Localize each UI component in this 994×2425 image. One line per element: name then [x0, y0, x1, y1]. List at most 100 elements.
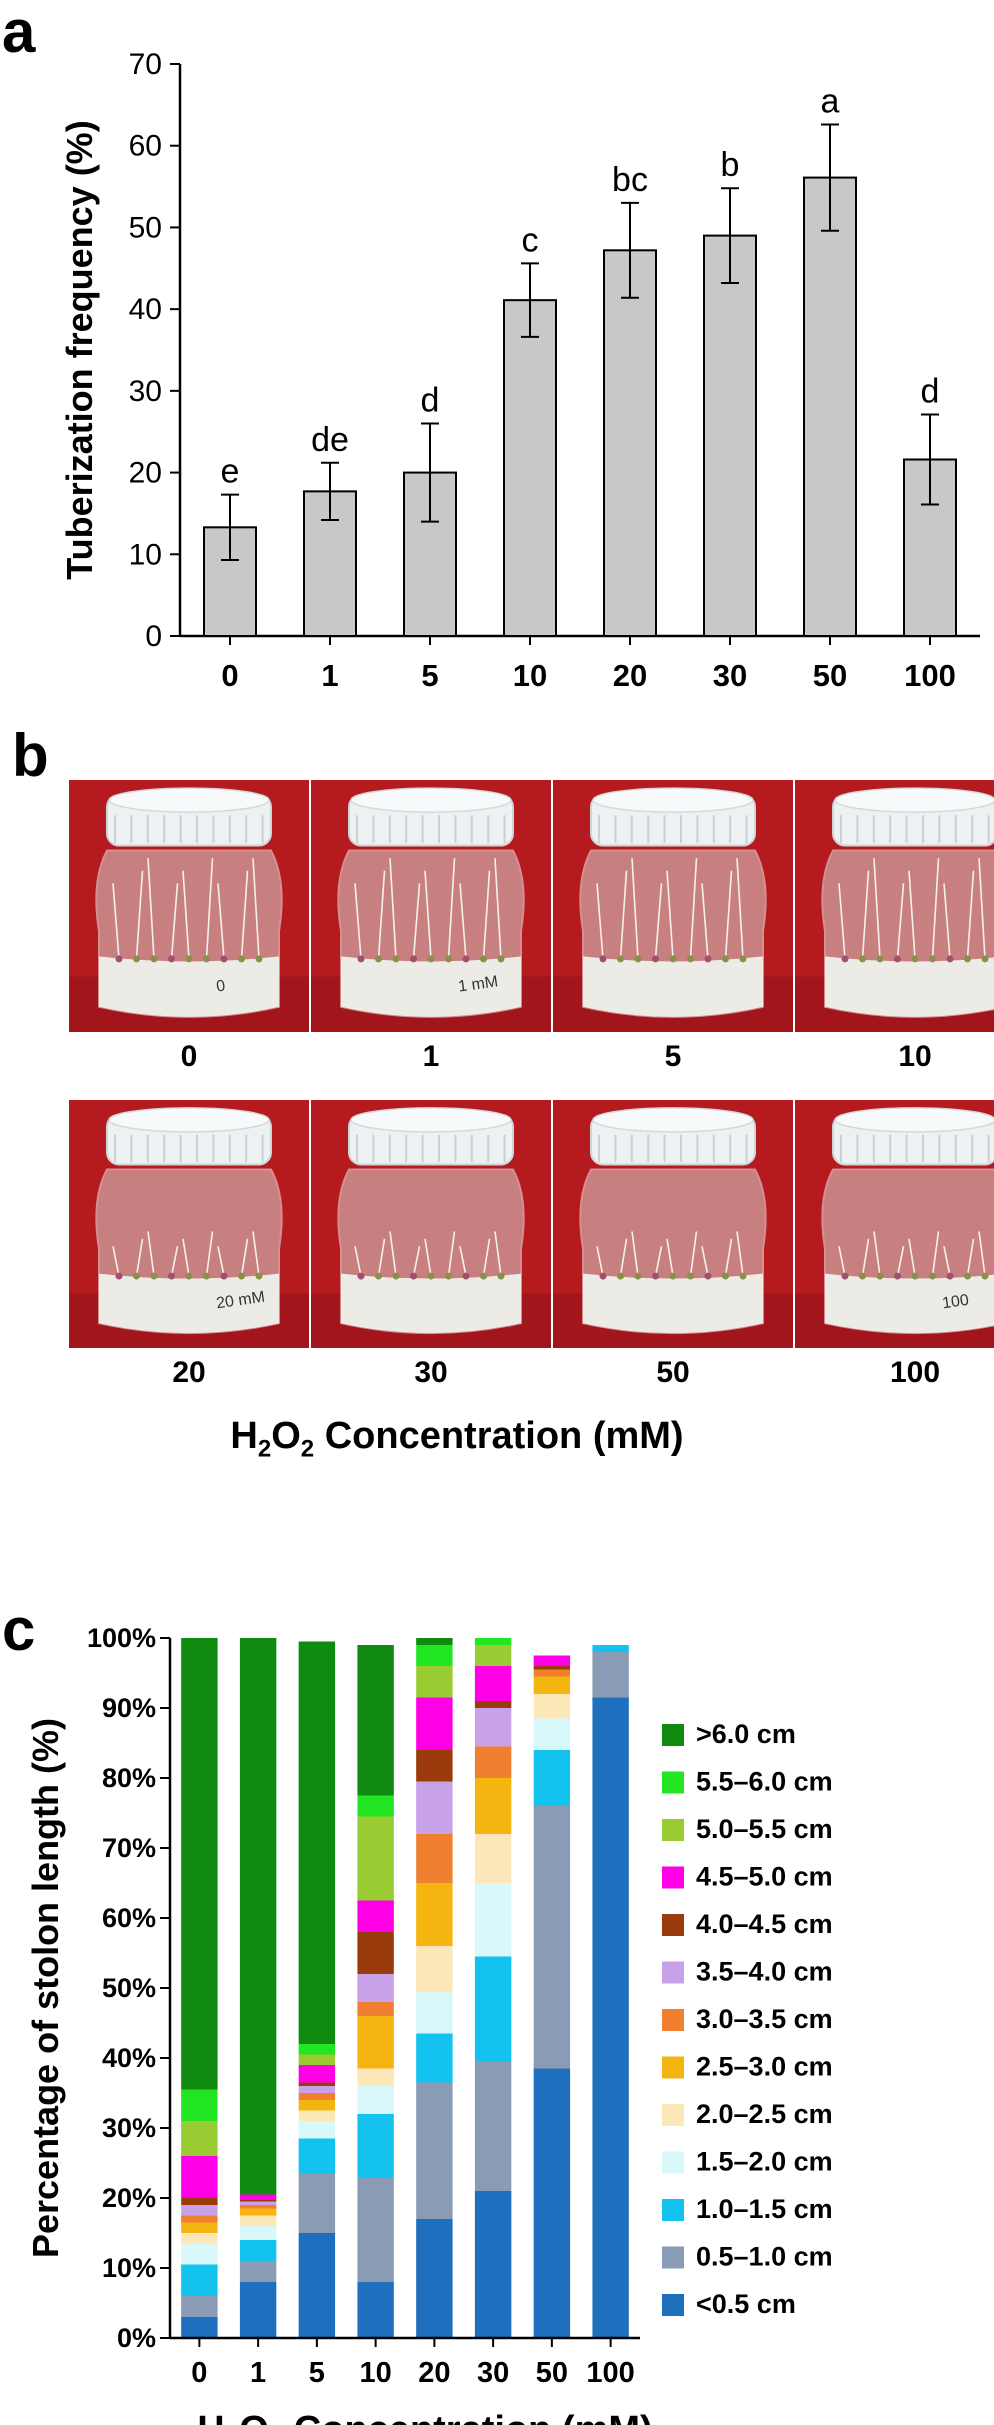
sprout-stem: [112, 1246, 120, 1277]
x-tick-label: 30: [713, 658, 747, 693]
stack-segment: [474, 1778, 512, 1834]
sprout-node: [876, 955, 884, 963]
stack-segment: [181, 2089, 218, 2121]
stack-segment: [416, 1991, 453, 2034]
agar-medium: [341, 956, 521, 1017]
sprout-node: [220, 955, 228, 963]
sprout-node: [392, 955, 400, 963]
y-tick-label: 100%: [87, 1623, 156, 1653]
sprout-stem: [873, 858, 881, 959]
significance-letter: bc: [612, 161, 648, 199]
sprout-stem: [147, 1231, 155, 1277]
stack-segment: [239, 2194, 277, 2200]
stack-segment: [357, 2002, 394, 2016]
bar-10: [503, 299, 557, 637]
stack-segment: [357, 2177, 394, 2282]
sprout-stem: [377, 1238, 386, 1277]
stack-segment: [592, 1645, 629, 1652]
caption-30: 30: [414, 1356, 448, 1389]
x-axis-label: H2O2 Concentration (mM): [197, 2409, 652, 2425]
legend-swatch: [662, 2009, 684, 2031]
panel-label-c: c: [2, 1596, 36, 1663]
sprout-node: [133, 1272, 140, 1280]
legend-label: <0.5 cm: [696, 2289, 796, 2319]
stack-segment: [416, 1666, 453, 1698]
y-axis-label: Tuberization frequency (%): [59, 120, 100, 579]
legend-label: 2.5–3.0 cm: [696, 2052, 833, 2082]
stack-segment: [474, 1956, 512, 2062]
legend-swatch: [662, 2294, 684, 2316]
stack-segment: [474, 1746, 512, 1778]
y-axis-label: Percentage of stolon length (%): [25, 1718, 66, 2258]
significance-letter: a: [821, 82, 840, 120]
x-tick-label: 0: [221, 658, 238, 693]
sprout-stem: [654, 1246, 663, 1277]
legend-swatch: [662, 1866, 684, 1889]
sprout-stem: [619, 870, 628, 959]
stack-segment: [533, 2068, 571, 2338]
sprout-stem: [978, 1231, 986, 1277]
sprout-stem: [966, 870, 975, 959]
y-tick-label: 0%: [117, 2323, 156, 2353]
agar-medium: [825, 1273, 994, 1334]
legend-swatch: [662, 2246, 684, 2269]
sprout-stem: [896, 883, 905, 959]
stack-segment: [474, 1708, 512, 1747]
stack-segment: [533, 1655, 571, 1666]
sprout-node: [652, 955, 659, 963]
stack-segment: [298, 2093, 336, 2100]
sprout-node: [115, 955, 123, 963]
y-tick-label: 10: [129, 538, 162, 571]
agar-medium: [341, 1273, 521, 1334]
sprout-stem: [631, 1231, 639, 1277]
lid-top: [108, 787, 270, 813]
sprout-stem: [252, 858, 260, 959]
legend-label: 3.5–4.0 cm: [696, 1957, 833, 1987]
sprout-stem: [182, 870, 190, 959]
stack-segment: [298, 2173, 336, 2233]
sprout-stem: [354, 883, 362, 959]
legend-label: 5.5–6.0 cm: [696, 1767, 833, 1797]
sprout-stem: [377, 870, 386, 959]
sprout-stem: [354, 1246, 362, 1277]
sprout-node: [150, 1272, 158, 1280]
sprout-stem: [170, 883, 179, 959]
stack-segment: [239, 1638, 277, 2195]
sprout-node: [739, 1272, 747, 1280]
stack-segment: [181, 2156, 218, 2198]
sprout-stem: [459, 1246, 467, 1277]
stack-segment: [533, 1718, 571, 1750]
stack-segment: [239, 2282, 277, 2338]
stack-segment: [416, 1781, 453, 1834]
bar-50: [803, 176, 857, 637]
jar-photo-5: [553, 780, 793, 1032]
lid-top: [592, 1107, 754, 1133]
stack-segment: [474, 2191, 512, 2338]
caption-20: 20: [172, 1356, 206, 1389]
legend-swatch: [662, 1724, 684, 1746]
x-tick-label: 5: [421, 658, 438, 693]
stack-segment: [239, 2215, 277, 2226]
jar-photo-0: 0: [69, 780, 309, 1032]
stack-segment: [416, 2082, 453, 2219]
x-tick-label: 20: [418, 2357, 450, 2389]
bar-30: [703, 234, 757, 637]
sprout-stem: [252, 1231, 260, 1277]
stack-segment: [298, 2044, 336, 2055]
legend-swatch: [662, 1771, 684, 1794]
sprout-node: [462, 1272, 470, 1280]
legend-label: 2.0–2.5 cm: [696, 2099, 833, 2129]
stack-segment: [416, 1697, 453, 1750]
sprout-stem: [494, 1231, 502, 1277]
x-tick-label: 1: [250, 2357, 266, 2389]
sprout-node: [427, 955, 435, 963]
sprout-node: [841, 1272, 849, 1280]
legend-label: 5.0–5.5 cm: [696, 1814, 833, 1844]
sprout-node: [185, 955, 193, 963]
x-tick-label: 0: [191, 2357, 207, 2389]
panel-c: c 0% 10% 20% 30% 40% 50% 60% 70% 80% 90% 100% 0 1 5 10…: [0, 1600, 994, 2425]
stack-segment: [298, 2233, 336, 2338]
sprout-stem: [170, 1246, 179, 1277]
sprout-stem: [389, 1231, 397, 1277]
stack-segment: [474, 1666, 512, 1701]
